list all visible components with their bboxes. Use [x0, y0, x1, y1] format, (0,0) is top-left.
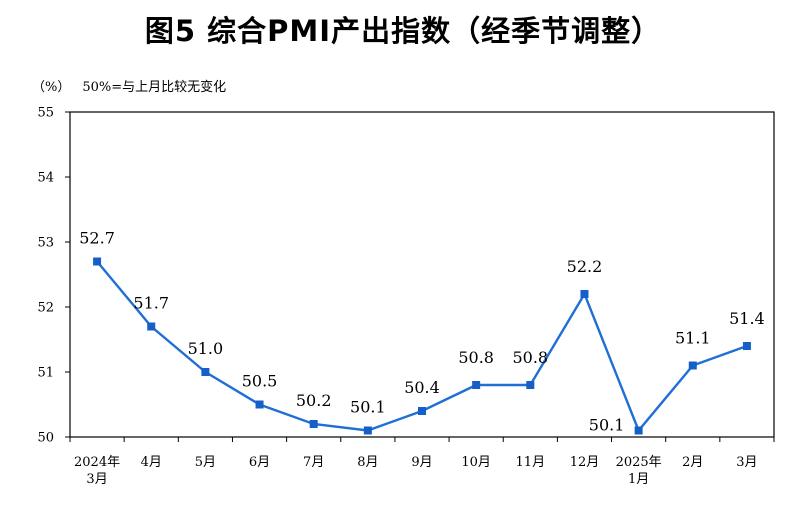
x-tick-label: 7月	[303, 455, 324, 470]
x-tick-label: 3月	[86, 472, 107, 487]
data-point	[580, 290, 589, 298]
x-tick-label: 8月	[357, 455, 378, 470]
data-point	[309, 420, 318, 428]
baseline-note: 50%=与上月比较无变化	[82, 80, 227, 95]
data-point	[472, 381, 481, 389]
y-tick-label: 51	[37, 366, 54, 381]
chart-title: 图5 综合PMI产出指数（经季节调整）	[144, 14, 662, 48]
x-tick-label: 10月	[461, 455, 491, 470]
data-point	[201, 368, 210, 376]
x-tick-label: 2024年	[74, 455, 120, 470]
data-label: 51.7	[133, 294, 169, 313]
y-tick-label: 53	[37, 236, 54, 251]
y-tick-label: 54	[37, 171, 54, 186]
x-tick-label: 9月	[411, 455, 432, 470]
x-tick-label: 5月	[195, 455, 216, 470]
data-label: 50.2	[296, 391, 332, 410]
data-label: 51.4	[729, 309, 765, 328]
y-tick-label: 52	[37, 301, 54, 316]
data-label: 50.8	[458, 348, 494, 367]
data-label: 50.4	[404, 378, 440, 397]
y-tick-label: 55	[37, 106, 54, 121]
data-point	[255, 400, 264, 409]
data-point	[634, 426, 643, 435]
data-label: 50.1	[350, 398, 386, 417]
data-label: 51.0	[188, 339, 224, 358]
data-label: 50.8	[512, 348, 548, 367]
data-point	[742, 342, 751, 350]
data-label: 50.1	[589, 416, 625, 435]
x-tick-label: 3月	[736, 455, 757, 470]
data-label: 52.7	[79, 229, 115, 248]
unit-note: （%） 50%=与上月比较无变化	[32, 76, 226, 95]
plot-frame	[69, 111, 775, 438]
data-label: 51.1	[675, 329, 711, 348]
y-unit-label: （%）	[32, 80, 71, 95]
x-tick-label: 1月	[628, 472, 649, 487]
data-point	[147, 322, 156, 331]
data-point	[363, 426, 372, 435]
data-point	[418, 407, 426, 415]
x-tick-label: 6月	[249, 455, 270, 470]
x-tick-label: 4月	[141, 455, 162, 470]
x-tick-label: 12月	[570, 455, 600, 470]
data-label: 52.2	[567, 257, 603, 276]
data-point	[688, 361, 697, 370]
x-tick-label: 11月	[516, 455, 546, 470]
y-tick-label: 50	[37, 431, 54, 446]
x-tick-label: 2月	[682, 455, 703, 470]
data-label: 50.5	[242, 372, 278, 391]
data-point	[526, 381, 535, 389]
data-point	[93, 257, 102, 266]
x-tick-label: 2025年	[616, 455, 662, 470]
